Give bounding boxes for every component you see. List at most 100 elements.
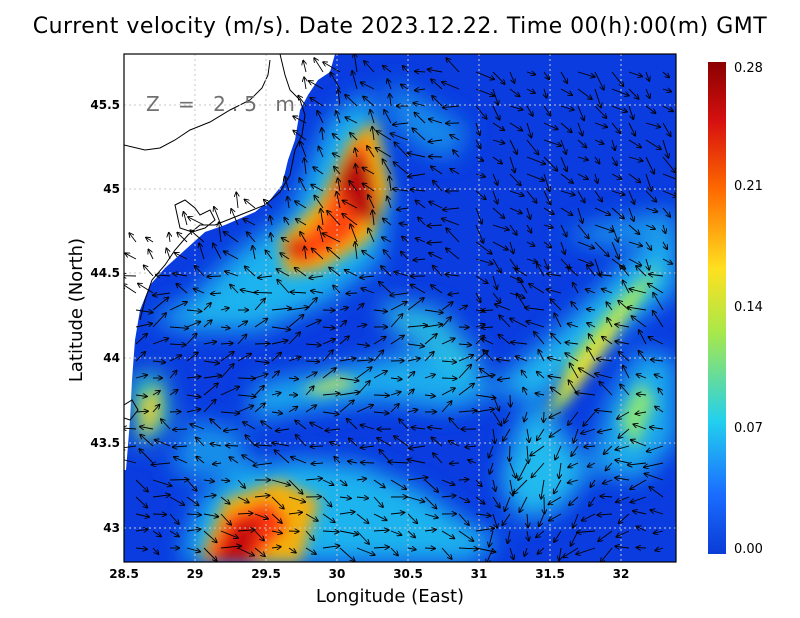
velocity-arrow <box>377 131 392 141</box>
velocity-arrow <box>655 548 664 551</box>
velocity-arrow <box>330 442 341 447</box>
velocity-arrow <box>401 85 409 90</box>
velocity-arrow <box>254 513 268 519</box>
map-panel: Z = 2.5 m <box>124 54 676 562</box>
velocity-arrow <box>509 445 510 461</box>
velocity-arrow <box>598 530 613 541</box>
velocity-arrow <box>489 445 494 458</box>
velocity-arrow <box>312 248 324 260</box>
velocity-arrow <box>322 368 336 379</box>
velocity-arrow <box>510 394 511 407</box>
velocity-arrow <box>390 547 398 555</box>
velocity-arrow <box>305 530 314 540</box>
velocity-arrow <box>305 247 307 260</box>
velocity-arrow <box>237 496 249 503</box>
velocity-arrow <box>662 156 676 173</box>
velocity-arrow <box>407 496 424 502</box>
velocity-arrow <box>186 409 200 412</box>
velocity-arrow <box>598 428 613 432</box>
velocity-arrow <box>458 548 478 549</box>
velocity-arrow <box>314 196 324 209</box>
velocity-arrow <box>475 105 487 119</box>
velocity-arrow <box>611 207 624 219</box>
velocity-arrow <box>453 150 460 158</box>
velocity-arrow <box>526 139 538 154</box>
velocity-arrow <box>636 266 647 277</box>
velocity-arrow <box>210 419 222 430</box>
velocity-arrow <box>548 496 562 505</box>
velocity-arrow <box>186 352 198 362</box>
velocity-arrow <box>505 496 511 511</box>
velocity-arrow <box>394 436 409 447</box>
velocity-arrow <box>339 321 346 328</box>
velocity-arrow <box>475 496 485 504</box>
velocity-arrow <box>343 201 358 209</box>
velocity-arrow <box>527 530 529 541</box>
velocity-arrow <box>524 411 527 422</box>
map-frame <box>123 53 677 563</box>
velocity-arrow <box>327 248 341 260</box>
velocity-arrow <box>655 375 664 379</box>
velocity-arrow <box>382 237 392 243</box>
velocity-arrow <box>587 309 596 310</box>
velocity-arrow <box>220 352 234 362</box>
velocity-arrow <box>203 400 216 413</box>
velocity-arrow <box>526 72 535 75</box>
velocity-arrow <box>628 463 647 465</box>
velocity-arrow <box>519 496 528 512</box>
velocity-arrow <box>563 547 579 557</box>
velocity-arrow <box>280 253 290 260</box>
velocity-arrow <box>590 479 596 487</box>
velocity-arrow <box>560 190 575 195</box>
velocity-arrow <box>577 88 592 99</box>
x-axis-label: Longitude (East) <box>315 586 465 607</box>
velocity-arrow <box>623 366 630 379</box>
velocity-arrow <box>322 496 332 506</box>
velocity-arrow <box>537 264 545 277</box>
velocity-arrow <box>275 450 290 464</box>
velocity-arrow <box>271 547 281 548</box>
velocity-arrow <box>293 116 307 124</box>
velocity-arrow <box>347 419 358 430</box>
velocity-arrow <box>135 529 148 531</box>
velocity-arrow <box>339 497 351 498</box>
velocity-arrow <box>526 321 545 328</box>
velocity-arrow <box>509 156 515 172</box>
velocity-arrow <box>526 122 531 138</box>
velocity-arrow <box>184 212 188 226</box>
velocity-arrow <box>543 105 551 116</box>
velocity-arrow <box>271 353 281 362</box>
velocity-arrow <box>571 445 579 456</box>
velocity-arrow <box>560 88 572 95</box>
velocity-arrow <box>560 241 565 254</box>
velocity-arrow <box>534 332 545 345</box>
velocity-arrow <box>412 427 426 429</box>
velocity-arrow <box>124 284 137 294</box>
velocity-arrow <box>407 548 416 550</box>
velocity-arrow <box>617 411 630 419</box>
velocity-arrow <box>140 435 154 447</box>
velocity-arrow <box>381 266 392 277</box>
velocity-arrow <box>645 156 654 174</box>
velocity-arrow <box>169 302 187 311</box>
velocity-arrow <box>125 253 137 260</box>
velocity-arrow <box>135 324 152 328</box>
velocity-arrow <box>186 479 197 491</box>
velocity-arrow <box>173 429 188 430</box>
velocity-arrow <box>587 347 596 362</box>
velocity-arrow <box>628 71 642 76</box>
velocity-arrow <box>373 350 383 362</box>
velocity-arrow <box>152 514 166 515</box>
velocity-arrow <box>295 268 307 277</box>
velocity-arrow <box>271 479 290 485</box>
velocity-arrow <box>543 258 548 269</box>
velocity-arrow <box>655 407 664 413</box>
velocity-arrow <box>383 219 392 226</box>
velocity-arrow <box>475 207 482 224</box>
velocity-arrow <box>538 547 545 554</box>
velocity-arrow <box>390 314 403 328</box>
velocity-arrow <box>577 139 586 148</box>
velocity-arrow <box>492 513 497 528</box>
velocity-arrow <box>594 207 610 215</box>
velocity-arrow <box>649 487 664 498</box>
